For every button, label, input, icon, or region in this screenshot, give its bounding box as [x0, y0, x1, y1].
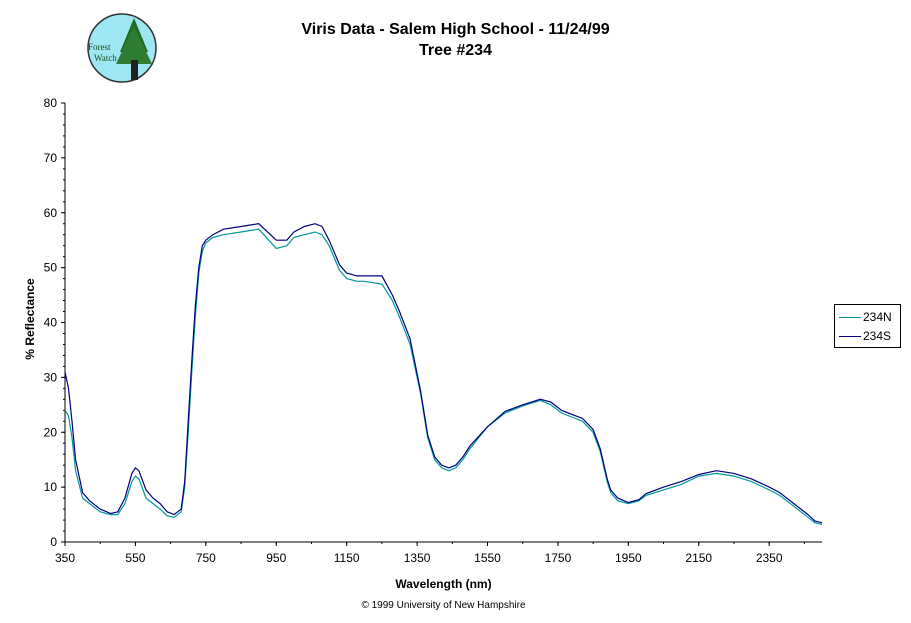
legend-item-234S: 234S: [839, 327, 891, 345]
x-tick-label: 950: [266, 551, 286, 565]
x-axis-label: Wavelength (nm): [395, 577, 492, 591]
y-tick-label: 20: [44, 425, 58, 439]
legend-item-234N: 234N: [839, 308, 892, 326]
x-tick-label: 550: [125, 551, 145, 565]
x-tick-label: 2150: [685, 551, 712, 565]
chart-title-line2: Tree #234: [419, 42, 492, 59]
copyright-notice: © 1999 University of New Hampshire: [361, 600, 526, 611]
x-tick-label: 1750: [545, 551, 572, 565]
legend-label-234S: 234S: [863, 329, 892, 343]
legend-swatch-234S: [839, 335, 861, 337]
logo-text-line1: Forest: [88, 42, 111, 52]
x-tick-label: 1150: [334, 551, 360, 565]
y-axis-label: % Reflectance: [23, 278, 37, 360]
x-tick-label: 750: [196, 551, 216, 565]
x-tick-label: 1550: [474, 551, 501, 565]
x-tick-label: 1350: [404, 551, 431, 565]
y-tick-label: 0: [50, 535, 57, 549]
y-tick-label: 60: [44, 206, 58, 220]
y-tick-label: 80: [44, 96, 58, 110]
y-tick-label: 50: [44, 261, 58, 275]
x-tick-label: 2350: [756, 551, 783, 565]
y-tick-label: 40: [44, 316, 58, 330]
x-tick-label: 1950: [615, 551, 642, 565]
logo-text-line2: Watch: [94, 53, 117, 63]
series-line-234N: [64, 228, 823, 525]
legend-swatch-234N: [839, 316, 861, 318]
y-tick-label: 10: [44, 480, 58, 494]
y-tick-label: 30: [44, 370, 58, 384]
legend-label-234N: 234N: [863, 310, 892, 324]
y-tick-label: 70: [44, 151, 58, 165]
chart-title-line1: Viris Data - Salem High School - 11/24/9…: [301, 21, 610, 38]
series-line-234S: [64, 223, 823, 524]
legend: 234N 234S: [834, 304, 901, 348]
forest-watch-logo: Forest Watch: [87, 13, 157, 83]
x-tick-label: 350: [55, 551, 75, 565]
